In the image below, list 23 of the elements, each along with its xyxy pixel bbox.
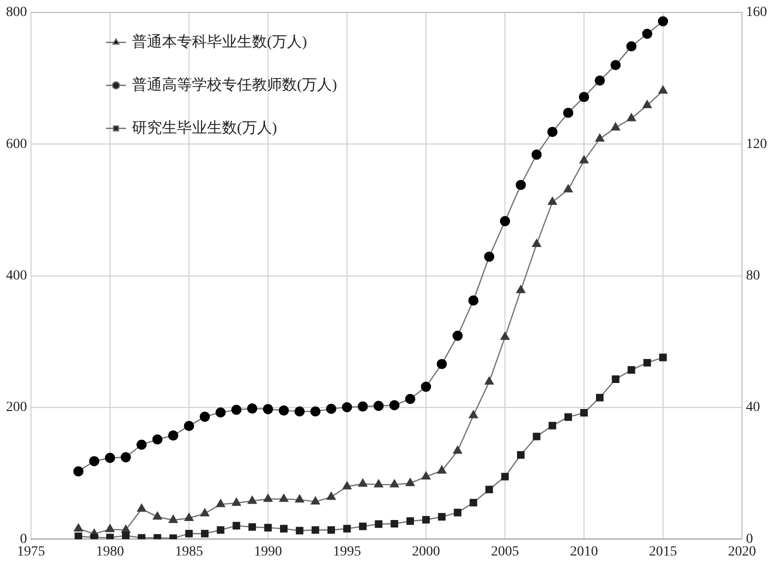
y2-tick-label: 40 (746, 400, 760, 416)
x-tick-label: 1980 (96, 544, 124, 560)
y-tick-label: 800 (6, 5, 27, 20)
y2-tick-label: 80 (746, 268, 760, 284)
x-tick-label: 1975 (17, 544, 45, 560)
x-tick-label: 1985 (175, 544, 203, 560)
y-tick-label: 0 (20, 532, 27, 547)
y2-tick-label: 120 (746, 136, 767, 152)
y2-tick-label: 160 (746, 5, 767, 20)
y-tick-label: 200 (6, 400, 27, 416)
y2-tick-label: 0 (746, 532, 753, 547)
x-tick-label: 2005 (491, 544, 519, 560)
legend-label: 研究生毕业生数(万人) (132, 119, 277, 136)
legend-label: 普通高等学校专任教师数(万人) (132, 76, 337, 94)
x-tick-label: 2010 (570, 544, 598, 560)
y-tick-label: 400 (6, 268, 27, 284)
x-tick-label: 2000 (412, 544, 440, 560)
y-tick-label: 600 (6, 136, 27, 152)
x-tick-label: 2015 (649, 544, 677, 560)
x-tick-label: 2020 (728, 544, 756, 560)
x-tick-label: 1995 (333, 544, 361, 560)
legend-label: 普通本专科毕业生数(万人) (132, 33, 307, 50)
x-tick-label: 1990 (254, 544, 282, 560)
